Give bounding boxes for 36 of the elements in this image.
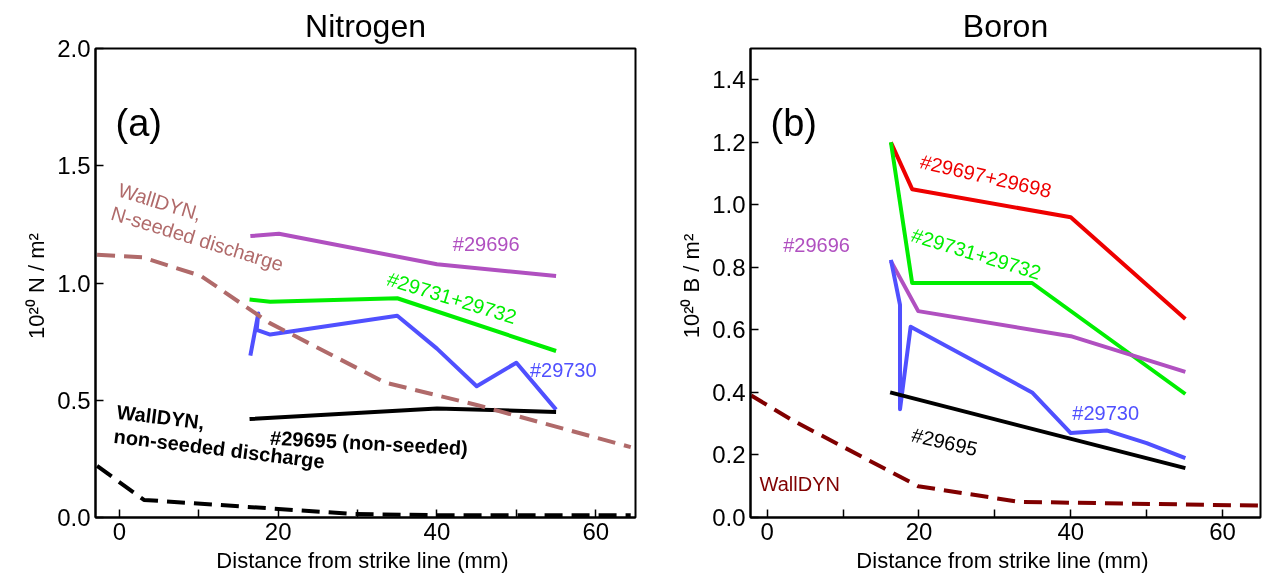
x-tick-label: 60 — [582, 517, 610, 545]
y-tick-label: 1.0 — [57, 269, 91, 297]
text: #29695 — [909, 423, 980, 461]
y-tick-label: 0.2 — [712, 441, 746, 469]
y-tick-label: 0.0 — [57, 504, 91, 531]
y-tick-label: 1.5 — [57, 152, 91, 180]
x-axis-title: Distance from strike line (mm) — [856, 547, 1149, 573]
annotation: (a) — [115, 101, 162, 144]
y-axis-title: 10²⁰ N / m² — [24, 233, 50, 339]
y-tick-label: 0.0 — [712, 504, 746, 531]
x-tick-label: 0 — [112, 517, 127, 545]
text: #29696 — [783, 234, 850, 257]
line-series — [750, 393, 1261, 508]
series-label: #29730 — [529, 358, 597, 381]
y-tick-label: 0.8 — [712, 253, 746, 281]
y-tick-label: 0.5 — [57, 386, 91, 414]
chart-title: Boron — [962, 7, 1049, 44]
x-tick-label: 20 — [905, 517, 933, 545]
x-tick-label: 40 — [1057, 517, 1085, 545]
chart-title: Nitrogen — [305, 7, 426, 44]
x-tick-label: 60 — [1209, 517, 1236, 545]
series-label: #29730 — [1072, 401, 1140, 424]
y-tick-label: 0.4 — [712, 378, 746, 406]
series-label: #29696 — [452, 233, 520, 256]
x-tick-label: 40 — [423, 517, 451, 545]
x-tick-label: 20 — [264, 517, 292, 545]
x-tick-label: 0 — [760, 517, 774, 545]
y-tick-label: 1.2 — [712, 128, 746, 156]
annotation: (b) — [770, 101, 817, 144]
x-axis-title: Distance from strike line (mm) — [216, 547, 509, 573]
series-label: WallDYN — [759, 473, 840, 496]
y-tick-label: 2.0 — [57, 35, 91, 62]
y-tick-label: 1.4 — [712, 66, 746, 94]
y-tick-label: 0.6 — [712, 316, 746, 344]
y-tick-label: 1.0 — [712, 191, 746, 219]
y-axis-title: 10²⁰ B / m² — [679, 233, 705, 339]
